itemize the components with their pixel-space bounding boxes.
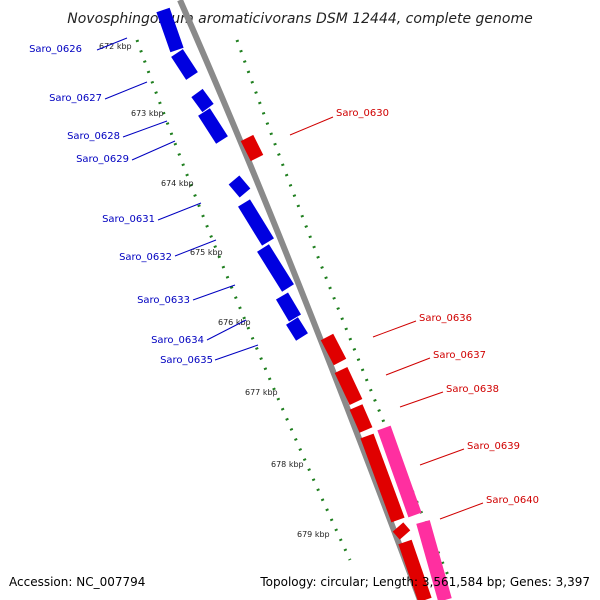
- reverse-gene-label[interactable]: Saro_0634: [151, 335, 204, 346]
- gene-leader-line: [104, 81, 148, 100]
- reverse-gene-block[interactable]: [191, 88, 214, 113]
- reverse-gene-label[interactable]: Saro_0631: [102, 214, 155, 225]
- tick-label: 673 kbp: [131, 109, 164, 118]
- forward-gene-label[interactable]: Saro_0630: [336, 108, 389, 119]
- gene-leader-line: [372, 320, 417, 338]
- tick-label: 678 kbp: [271, 460, 304, 469]
- reverse-gene-label[interactable]: Saro_0628: [67, 131, 120, 142]
- gene-leader-line: [214, 344, 259, 361]
- tick-label: 677 kbp: [245, 388, 278, 397]
- reverse-gene-block[interactable]: [238, 199, 274, 246]
- genome-backbone: [177, 0, 423, 600]
- tick-labels: 672 kbp 673 kbp 674 kbp 675 kbp 676 kbp 677 k…: [99, 42, 330, 539]
- gene-leader-line: [192, 284, 236, 301]
- gene-leader-line: [439, 502, 484, 520]
- gene-leader-line: [122, 120, 168, 138]
- gene-leader-line: [419, 448, 465, 466]
- forward-gene-block[interactable]: [240, 134, 264, 162]
- gene-leader-line: [289, 116, 334, 136]
- tick-label: 672 kbp: [99, 42, 132, 51]
- forward-gene-block[interactable]: [334, 367, 363, 405]
- gene-leader-line: [385, 357, 431, 376]
- tick-label: 674 kbp: [161, 179, 194, 188]
- gene-leader-line: [157, 202, 202, 221]
- gene-leader-line: [131, 140, 176, 161]
- reverse-gene-label[interactable]: Saro_0626: [29, 44, 82, 55]
- forward-strand-genes: [240, 134, 452, 600]
- reverse-gene-label[interactable]: Saro_0627: [49, 93, 102, 104]
- forward-gene-block[interactable]: [320, 333, 347, 366]
- reverse-gene-block[interactable]: [171, 49, 198, 80]
- inner-tick-rail: [135, 39, 352, 561]
- reverse-gene-block[interactable]: [156, 7, 184, 53]
- forward-gene-block[interactable]: [416, 520, 452, 600]
- reverse-gene-block[interactable]: [286, 317, 308, 341]
- reverse-gene-block[interactable]: [275, 292, 302, 322]
- reverse-gene-label[interactable]: Saro_0635: [160, 355, 213, 366]
- outer-tick-rail: [235, 39, 452, 581]
- tick-label: 676 kbp: [218, 318, 251, 327]
- forward-gene-label[interactable]: Saro_0639: [467, 441, 520, 452]
- reverse-gene-label[interactable]: Saro_0632: [119, 252, 172, 263]
- reverse-gene-block[interactable]: [228, 175, 251, 198]
- forward-gene-block[interactable]: [392, 522, 411, 540]
- forward-gene-label[interactable]: Saro_0640: [486, 495, 539, 506]
- tick-label: 679 kbp: [297, 530, 330, 539]
- forward-gene-block[interactable]: [398, 539, 432, 600]
- tick-label: 675 kbp: [190, 248, 223, 257]
- reverse-strand-genes: [156, 7, 308, 341]
- genome-title: Novosphingobium aromaticivorans DSM 1244…: [67, 11, 532, 27]
- gene-leader-line: [174, 239, 217, 257]
- reverse-gene-block[interactable]: [198, 108, 228, 144]
- forward-gene-block[interactable]: [349, 404, 373, 433]
- reverse-gene-label[interactable]: Saro_0629: [76, 154, 129, 165]
- forward-gene-label[interactable]: Saro_0636: [419, 313, 472, 324]
- gene-leader-line: [399, 391, 444, 408]
- gene-leader-line: [206, 319, 247, 341]
- forward-gene-label[interactable]: Saro_0638: [446, 384, 499, 395]
- genome-info-text: Topology: circular; Length: 3,561,584 bp…: [259, 575, 590, 589]
- reverse-gene-block[interactable]: [257, 244, 294, 292]
- forward-gene-label[interactable]: Saro_0637: [433, 350, 486, 361]
- reverse-gene-label[interactable]: Saro_0633: [137, 295, 190, 306]
- gene-labels: Saro_0626 Saro_0627 Saro_0628 Saro_0629 Saro…: [29, 37, 539, 520]
- forward-gene-block[interactable]: [360, 433, 405, 523]
- gene-leader-line: [96, 37, 128, 51]
- forward-gene-block[interactable]: [377, 425, 422, 518]
- accession-text: Accession: NC_007794: [9, 575, 145, 589]
